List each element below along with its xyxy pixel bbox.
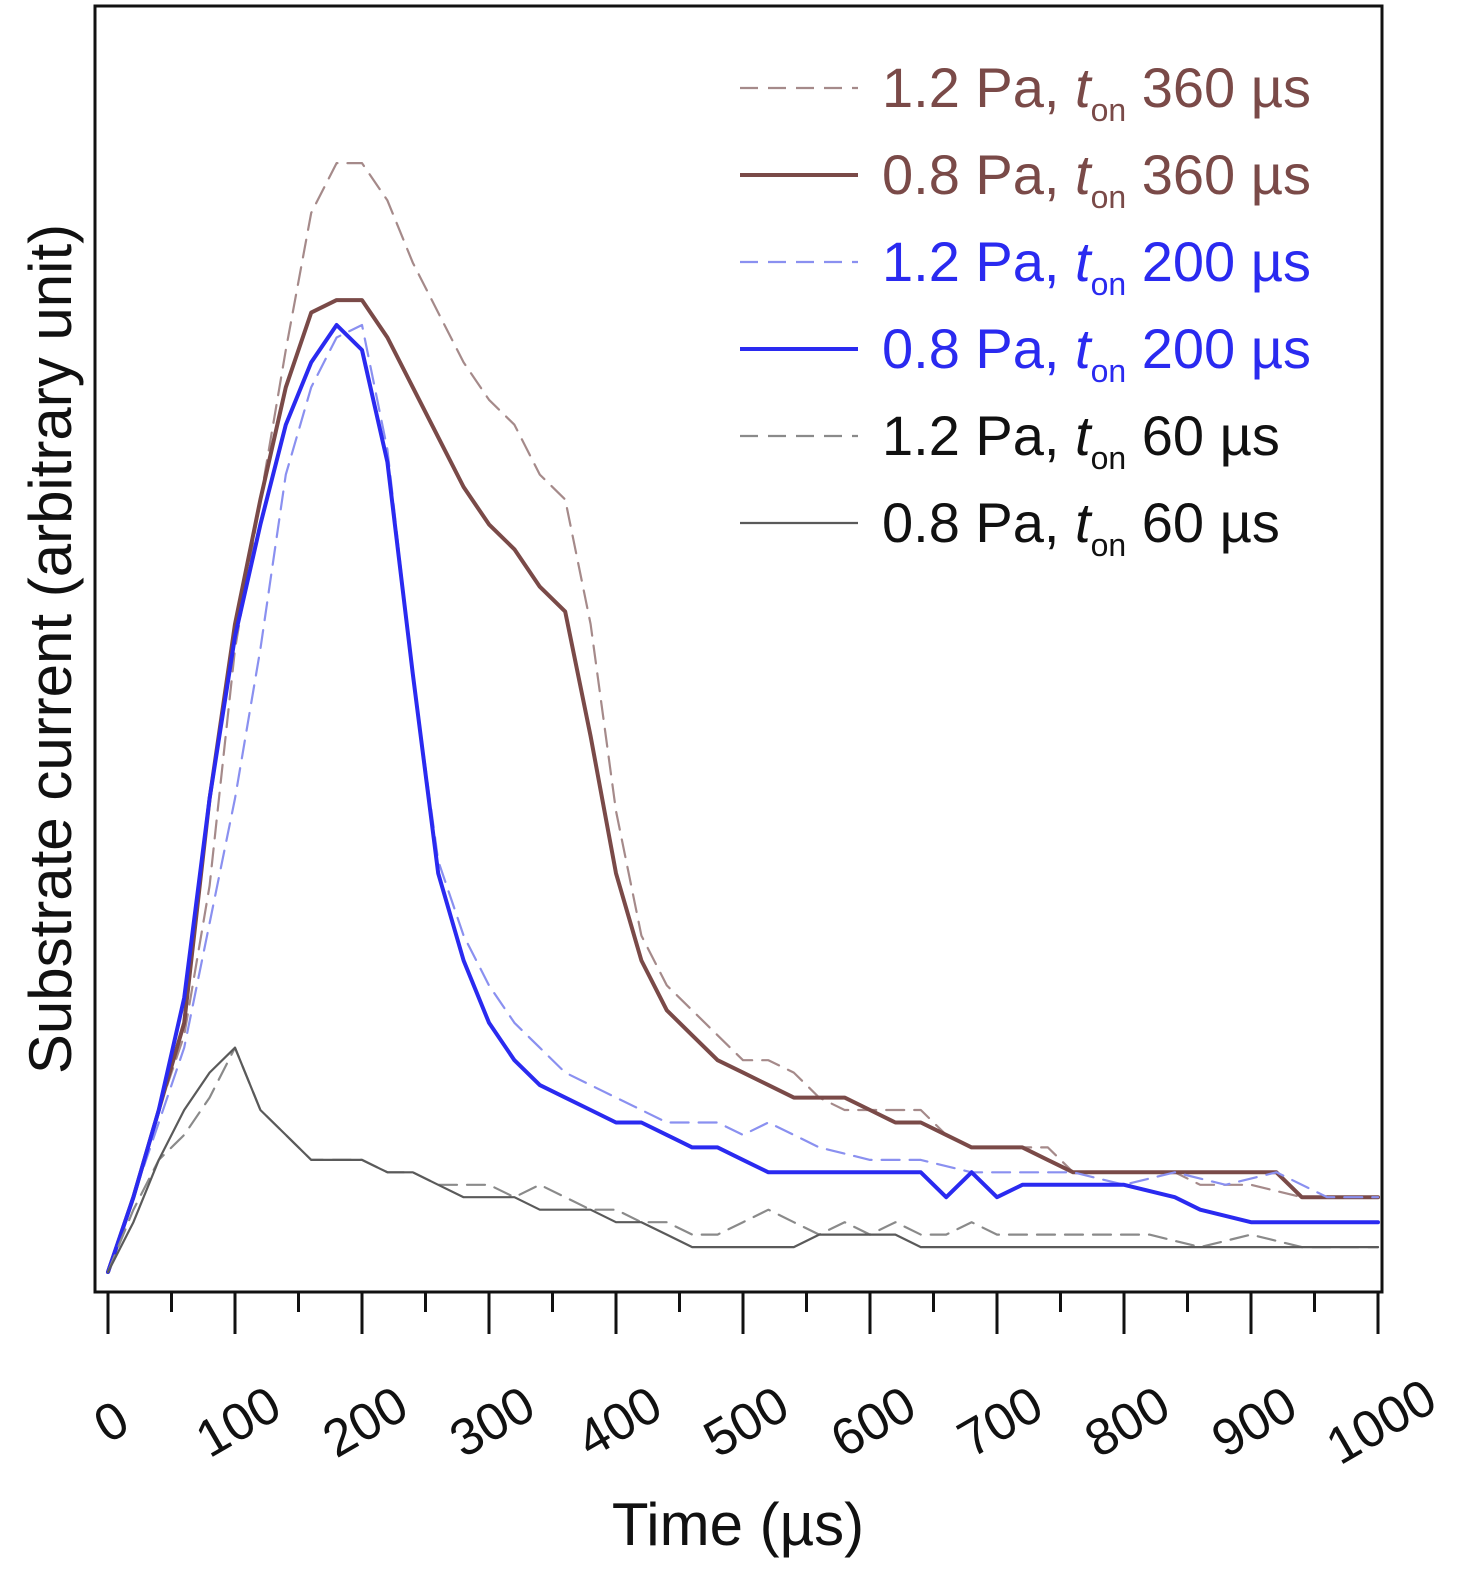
x-tick-label: 700 <box>948 1375 1052 1469</box>
legend-entry: 1.2 Pa, ton 200 µs <box>882 230 1311 302</box>
series-line-1 <box>106 162 1380 1274</box>
x-tick-label: 800 <box>1075 1375 1179 1469</box>
x-tick-label: 900 <box>1202 1375 1306 1469</box>
series-line-4 <box>106 323 1380 1274</box>
y-axis-label: Substrate current (arbitrary unit) <box>17 224 84 1074</box>
x-tick-label: 500 <box>694 1375 798 1469</box>
x-tick-label: 300 <box>440 1375 544 1469</box>
x-axis-label: Time (µs) <box>612 1491 864 1558</box>
x-axis-ticks <box>106 1292 1380 1334</box>
legend: 1.2 Pa, ton 360 µs 0.8 Pa, ton 360 µs 1.2 … <box>740 56 1311 563</box>
x-tick-label: 0 <box>84 1390 138 1455</box>
x-tick-label: 600 <box>821 1375 925 1469</box>
series-layer <box>106 162 1380 1274</box>
x-tick-label: 100 <box>186 1375 290 1469</box>
legend-entry: 0.8 Pa, ton 360 µs <box>882 143 1311 215</box>
x-tick-label: 400 <box>567 1375 671 1469</box>
plot-area <box>93 4 1384 1294</box>
series-line-2 <box>106 298 1380 1274</box>
series-line-6 <box>106 1046 1380 1274</box>
plot-frame <box>93 4 1384 1294</box>
x-axis-tick-labels: 0 100 200 300 400 500 600 700 800 900 1000 <box>84 1368 1446 1476</box>
legend-entry: 0.8 Pa, ton 200 µs <box>882 317 1311 389</box>
legend-entry: 1.2 Pa, ton 60 µs <box>882 404 1280 476</box>
series-line-3 <box>106 323 1380 1274</box>
x-tick-label: 1000 <box>1317 1368 1446 1476</box>
x-tick-label: 200 <box>313 1375 417 1469</box>
legend-entry: 1.2 Pa, ton 360 µs <box>882 56 1311 128</box>
series-line-5 <box>106 1046 1380 1274</box>
legend-entry: 0.8 Pa, ton 60 µs <box>882 491 1280 563</box>
